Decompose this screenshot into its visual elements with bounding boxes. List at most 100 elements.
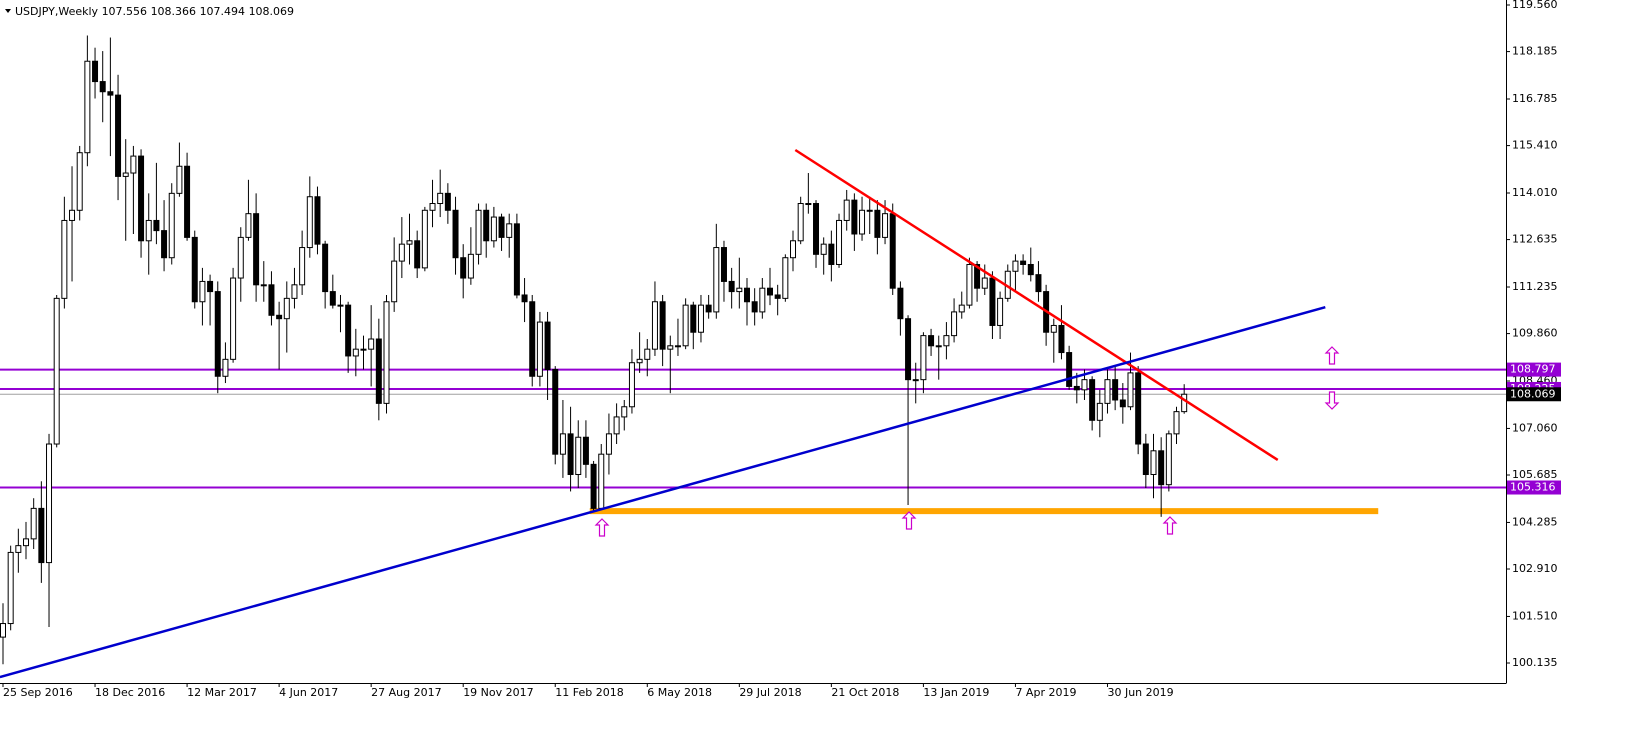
candle-body [99, 81, 106, 93]
candle-body [283, 297, 290, 320]
candle-body [1012, 260, 1019, 272]
candle-body [375, 338, 382, 404]
candle-body [30, 507, 37, 540]
candle-body [743, 287, 750, 303]
candle-body [790, 240, 797, 259]
candle-body [1165, 433, 1172, 486]
candle-body [674, 345, 681, 348]
candle-body [191, 236, 198, 303]
candle-body [1119, 399, 1126, 408]
symbol: USDJPY,Weekly [15, 5, 99, 18]
up-arrow [1162, 516, 1178, 535]
candle-body [598, 453, 605, 509]
candle-body [759, 287, 766, 313]
current-price-label: 108.069 [1510, 387, 1556, 400]
y-tick-label: 105.685 [1512, 468, 1558, 481]
candle-body [767, 287, 773, 296]
level-price-box [1507, 480, 1561, 495]
candle-body [452, 209, 459, 259]
x-tick-label: 29 Jul 2018 [739, 686, 801, 699]
y-tick-label: 101.510 [1512, 609, 1558, 622]
candle-body [299, 247, 306, 286]
candle-body [805, 203, 812, 206]
x-tick-label: 12 Mar 2017 [187, 686, 257, 699]
candle-body [490, 216, 497, 242]
candle-body [1127, 372, 1134, 408]
candle-body [360, 348, 367, 351]
candle-body [1112, 379, 1119, 401]
x-tick-label: 21 Oct 2018 [831, 686, 899, 699]
candle-body [828, 243, 835, 265]
candle-body [521, 294, 528, 303]
candle-body [53, 297, 60, 445]
ohlc-low: 107.494 [200, 5, 246, 18]
candle-body [1104, 379, 1111, 404]
ohlc-open: 107.556 [102, 5, 148, 18]
candle-body [989, 277, 996, 326]
candle-body [245, 213, 252, 238]
candle-body [176, 165, 183, 194]
x-tick-label: 7 Apr 2019 [1015, 686, 1076, 699]
candle-body [475, 209, 482, 255]
candle-body [207, 280, 214, 293]
candle-body [736, 287, 743, 293]
candle-body [230, 277, 237, 360]
x-tick-label: 25 Sep 2016 [3, 686, 73, 699]
candle-body [199, 280, 206, 303]
candle-body [498, 216, 505, 238]
candle-body [23, 538, 30, 547]
candle-body [161, 230, 168, 259]
candle-body [1066, 352, 1073, 387]
candle-body [7, 551, 14, 625]
candle-body [997, 297, 1004, 326]
y-tick-label: 114.010 [1512, 186, 1558, 199]
candle-body [697, 304, 704, 333]
x-tick-label: 30 Jun 2019 [1107, 686, 1173, 699]
candle-body [15, 545, 22, 553]
candle-body [483, 209, 490, 242]
candle-body [1142, 443, 1149, 476]
candle-body [506, 223, 513, 238]
candle-body [981, 277, 988, 289]
candle-body [138, 155, 145, 242]
candle-body [414, 240, 421, 269]
level-price-label: 105.316 [1510, 481, 1556, 494]
candle-body [621, 406, 628, 418]
candle-body [966, 263, 973, 306]
plot-area [0, 35, 1506, 679]
x-tick-label: 27 Aug 2017 [371, 686, 441, 699]
candle-body [751, 301, 758, 313]
candle-body [260, 284, 267, 287]
candle-body [222, 358, 229, 377]
candle-body [659, 301, 666, 350]
candle-body [843, 199, 850, 221]
candle-body [168, 192, 175, 259]
menu-triangle [5, 9, 11, 13]
y-tick-label: 107.060 [1512, 421, 1558, 434]
candle-body [421, 209, 428, 269]
candle-body [567, 433, 574, 476]
overlay: 119.560 118.185 116.785 115.410 114.010 112.6… [2, 0, 1561, 699]
candle-body [237, 236, 244, 279]
candle-body [444, 192, 451, 211]
candle-body [859, 209, 866, 235]
candle-body [836, 219, 843, 265]
candle-body [61, 219, 68, 299]
candle-body [912, 379, 919, 382]
candle-body [644, 348, 651, 360]
candle-body [575, 436, 582, 476]
candle-body [122, 172, 129, 177]
ohlc-high: 108.366 [151, 5, 197, 18]
candle-body [897, 287, 904, 320]
candle-body [467, 253, 474, 279]
candle-body [690, 304, 697, 333]
x-tick-label: 6 May 2018 [647, 686, 712, 699]
candle-body [590, 463, 597, 509]
candle-body [337, 304, 344, 307]
candle-body [720, 247, 727, 282]
y-tick-label: 116.785 [1512, 92, 1558, 105]
trendline [0, 305, 1326, 679]
candle-body [322, 243, 329, 293]
